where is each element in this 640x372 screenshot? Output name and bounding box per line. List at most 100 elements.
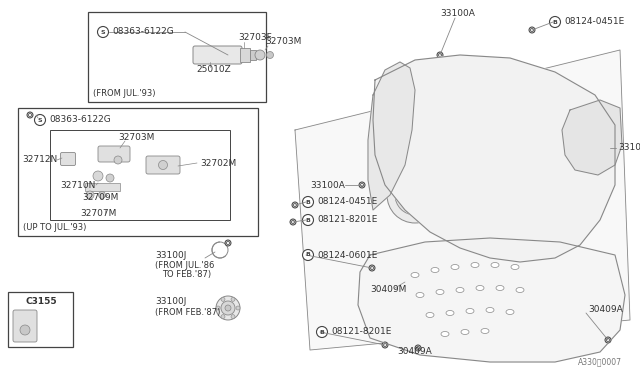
Circle shape: [369, 265, 375, 271]
Text: 32702M: 32702M: [200, 158, 236, 167]
Circle shape: [294, 203, 296, 206]
Text: (FROM FEB.'87): (FROM FEB.'87): [155, 308, 220, 317]
Text: 30409A: 30409A: [397, 347, 432, 356]
Ellipse shape: [461, 330, 469, 334]
Circle shape: [29, 113, 31, 116]
Circle shape: [415, 345, 421, 351]
Text: 33100A: 33100A: [310, 180, 345, 189]
Text: 32703F: 32703F: [238, 33, 272, 42]
Circle shape: [27, 112, 33, 118]
Circle shape: [236, 306, 240, 310]
Circle shape: [383, 343, 387, 346]
Circle shape: [387, 167, 443, 223]
Text: B: B: [319, 330, 324, 334]
Circle shape: [360, 183, 364, 186]
Circle shape: [231, 297, 235, 301]
Text: A330・0007: A330・0007: [578, 357, 622, 366]
Circle shape: [221, 301, 235, 315]
Circle shape: [438, 54, 442, 57]
Ellipse shape: [466, 308, 474, 314]
Text: 32703M: 32703M: [265, 38, 301, 46]
Circle shape: [97, 26, 109, 38]
Text: 33100J: 33100J: [155, 250, 186, 260]
Polygon shape: [358, 238, 625, 362]
Circle shape: [482, 147, 498, 163]
Circle shape: [550, 16, 561, 28]
Ellipse shape: [411, 273, 419, 278]
Ellipse shape: [506, 310, 514, 314]
Circle shape: [382, 342, 388, 348]
Text: 08124-0451E: 08124-0451E: [317, 198, 377, 206]
Circle shape: [290, 219, 296, 225]
Ellipse shape: [511, 264, 519, 269]
Circle shape: [581, 124, 609, 152]
Ellipse shape: [476, 285, 484, 291]
Circle shape: [291, 221, 294, 224]
Ellipse shape: [486, 308, 494, 312]
Circle shape: [292, 202, 298, 208]
Circle shape: [225, 52, 231, 58]
Ellipse shape: [431, 267, 439, 273]
Circle shape: [159, 160, 168, 170]
Ellipse shape: [441, 331, 449, 337]
Text: B: B: [552, 19, 557, 25]
Text: 08363-6122G: 08363-6122G: [112, 28, 173, 36]
Text: 30409M: 30409M: [370, 285, 406, 295]
Circle shape: [216, 306, 220, 310]
Text: 32703M: 32703M: [118, 132, 154, 141]
Ellipse shape: [451, 264, 459, 269]
Circle shape: [438, 67, 440, 71]
Text: (FROM JUL.'93): (FROM JUL.'93): [93, 90, 156, 99]
FancyBboxPatch shape: [61, 153, 76, 166]
Text: 30409A: 30409A: [588, 305, 623, 314]
Circle shape: [436, 66, 442, 72]
Polygon shape: [295, 50, 630, 350]
Circle shape: [417, 346, 419, 350]
Circle shape: [227, 241, 230, 244]
Ellipse shape: [436, 289, 444, 295]
Text: 33100A: 33100A: [440, 10, 475, 19]
Circle shape: [231, 315, 235, 319]
Polygon shape: [562, 100, 622, 175]
Circle shape: [221, 297, 225, 301]
Text: B: B: [305, 253, 310, 257]
Circle shape: [106, 174, 114, 182]
Polygon shape: [373, 55, 615, 262]
Ellipse shape: [426, 312, 434, 317]
Circle shape: [472, 137, 508, 173]
Text: 32709M: 32709M: [82, 192, 118, 202]
Circle shape: [303, 215, 314, 225]
Bar: [240, 48, 250, 62]
Text: C3155: C3155: [25, 298, 56, 307]
Circle shape: [573, 116, 617, 160]
Ellipse shape: [416, 292, 424, 298]
Circle shape: [227, 54, 230, 57]
Circle shape: [445, 110, 535, 200]
Text: 08363-6122G: 08363-6122G: [49, 115, 111, 125]
Ellipse shape: [471, 263, 479, 267]
Text: 32712N: 32712N: [22, 155, 57, 164]
Circle shape: [303, 196, 314, 208]
Ellipse shape: [516, 288, 524, 292]
Circle shape: [317, 327, 328, 337]
Text: 32707M: 32707M: [80, 208, 116, 218]
Text: (UP TO JUL.'93): (UP TO JUL.'93): [23, 224, 86, 232]
Ellipse shape: [446, 311, 454, 315]
Circle shape: [20, 325, 30, 335]
Ellipse shape: [496, 285, 504, 291]
FancyBboxPatch shape: [13, 310, 37, 342]
Circle shape: [255, 50, 265, 60]
Circle shape: [432, 97, 548, 213]
Ellipse shape: [481, 328, 489, 334]
Text: 32710N: 32710N: [60, 180, 95, 189]
Text: (FROM JUL.'86: (FROM JUL.'86: [155, 260, 214, 269]
Text: 33100J: 33100J: [155, 298, 186, 307]
Circle shape: [303, 250, 314, 260]
Bar: [18, 108, 258, 236]
Circle shape: [216, 296, 240, 320]
Circle shape: [607, 339, 609, 341]
Circle shape: [114, 156, 122, 164]
Text: 08121-8201E: 08121-8201E: [317, 215, 378, 224]
Circle shape: [266, 51, 273, 58]
Text: B: B: [305, 199, 310, 205]
